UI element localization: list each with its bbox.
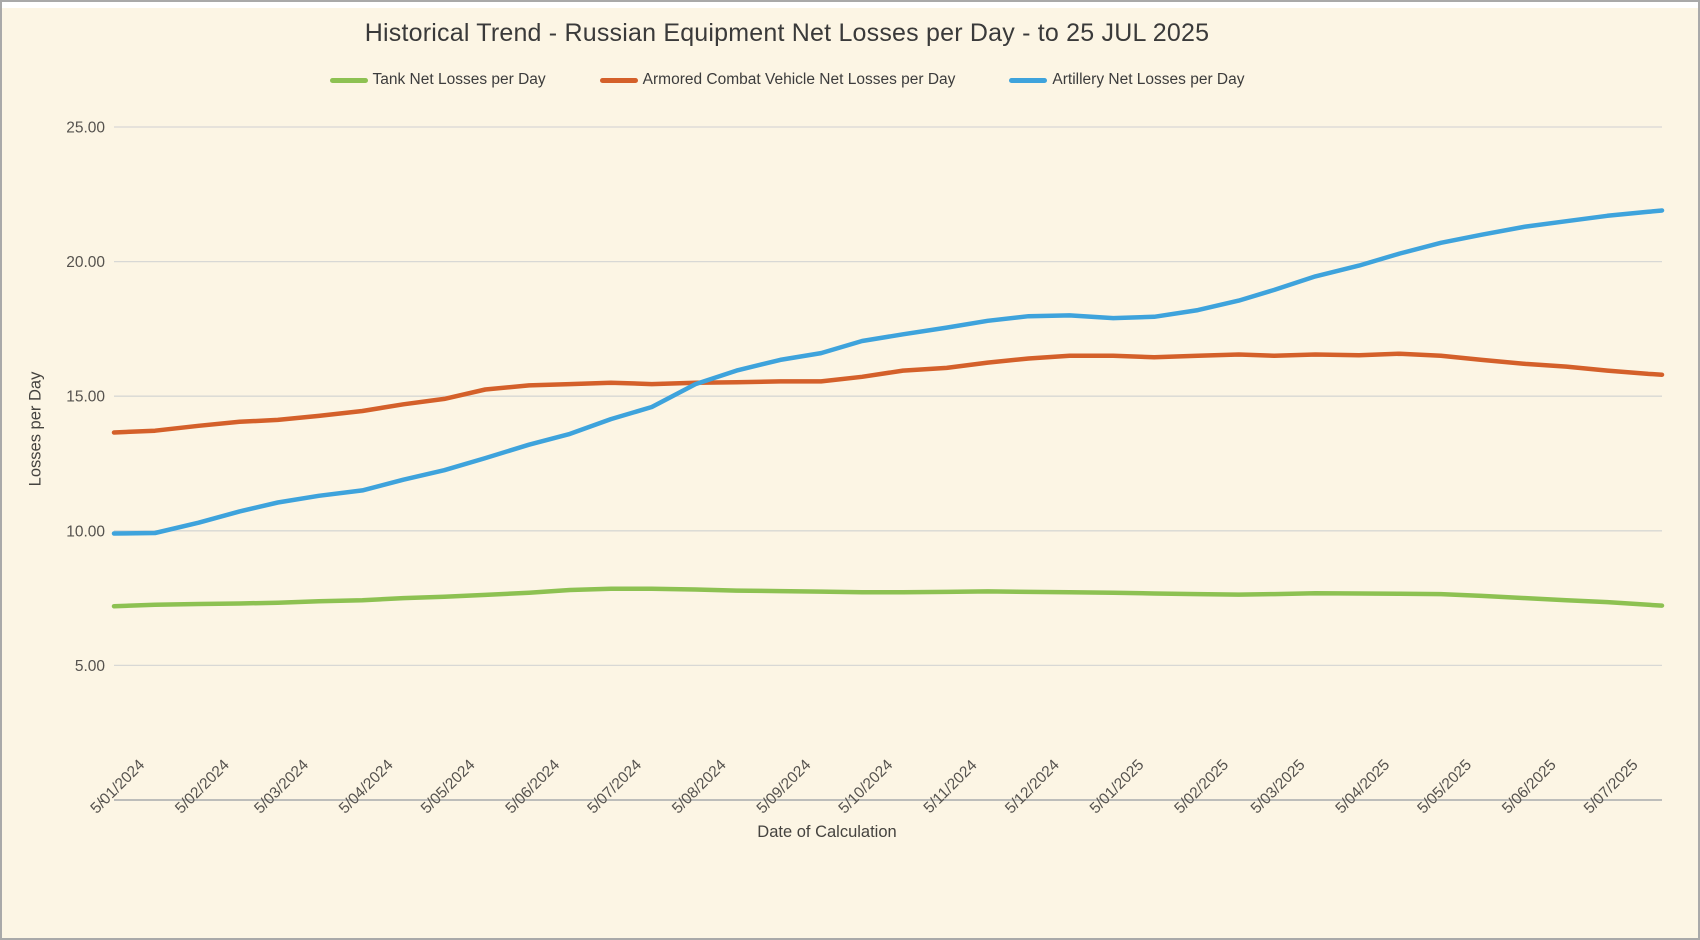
- x-tick-label: 5/06/2024: [502, 756, 563, 817]
- y-tick-label: 25.00: [66, 120, 105, 137]
- x-tick-label: 5/09/2024: [754, 756, 815, 817]
- x-tick-label: 5/07/2025: [1581, 756, 1642, 817]
- series-line-artillery-net-losses-per-day: [111, 208, 1665, 536]
- legend-item-artillery: Artillery Net Losses per Day: [1009, 71, 1245, 89]
- tank-series-swatch-icon: [329, 77, 368, 83]
- x-tick-label: 5/07/2024: [584, 756, 645, 817]
- chart-title: Historical Trend - Russian Equipment Net…: [364, 19, 1210, 47]
- y-tick-label: 10.00: [66, 523, 105, 540]
- x-tick-label: 5/06/2025: [1499, 756, 1560, 817]
- artillery-series-swatch-icon: [1009, 77, 1048, 83]
- y-tick-label: 5.00: [75, 658, 106, 675]
- legend-item-armored-combat-vehicle: Armored Combat Vehicle Net Losses per Da…: [599, 71, 956, 89]
- legend-label-tank: Tank Net Losses per Day: [372, 71, 546, 88]
- y-tick-label: -: [100, 793, 105, 810]
- x-tick-label: 5/03/2025: [1248, 756, 1309, 817]
- legend: Tank Net Losses per Day Armored Combat V…: [2, 71, 1572, 89]
- x-tick-label: 5/04/2024: [336, 756, 397, 817]
- x-tick-label: 5/08/2024: [669, 756, 730, 817]
- x-tick-label: 5/04/2025: [1332, 756, 1393, 817]
- series-line-tank-net-losses-per-day: [111, 586, 1665, 609]
- acv-series-swatch-icon: [599, 77, 638, 83]
- legend-label-artillery: Artillery Net Losses per Day: [1052, 71, 1245, 88]
- y-tick-label: 15.00: [66, 389, 105, 406]
- series-line-armored-combat-vehicle-net-losses-per-day: [111, 351, 1665, 435]
- legend-label-armored-combat-vehicle: Armored Combat Vehicle Net Losses per Da…: [642, 71, 956, 88]
- x-tick-label: 5/12/2024: [1002, 756, 1063, 817]
- x-tick-label: 5/10/2024: [835, 756, 896, 817]
- x-tick-label: 5/05/2025: [1414, 756, 1475, 817]
- y-tick-label: 20.00: [66, 254, 105, 271]
- x-axis-title: Date of Calculation: [757, 823, 897, 841]
- x-tick-label: 5/05/2024: [418, 756, 479, 817]
- legend-item-tank: Tank Net Losses per Day: [329, 71, 546, 89]
- x-tick-label: 5/01/2024: [87, 756, 148, 817]
- top-edge-strip: [2, 2, 1698, 8]
- x-tick-label: 5/02/2024: [172, 756, 233, 817]
- x-tick-label: 5/03/2024: [251, 756, 312, 817]
- x-tick-label: 5/11/2024: [921, 757, 981, 817]
- y-axis-title: Losses per Day: [26, 371, 45, 487]
- x-tick-label: 5/01/2025: [1087, 756, 1148, 817]
- x-tick-label: 5/02/2025: [1171, 756, 1232, 817]
